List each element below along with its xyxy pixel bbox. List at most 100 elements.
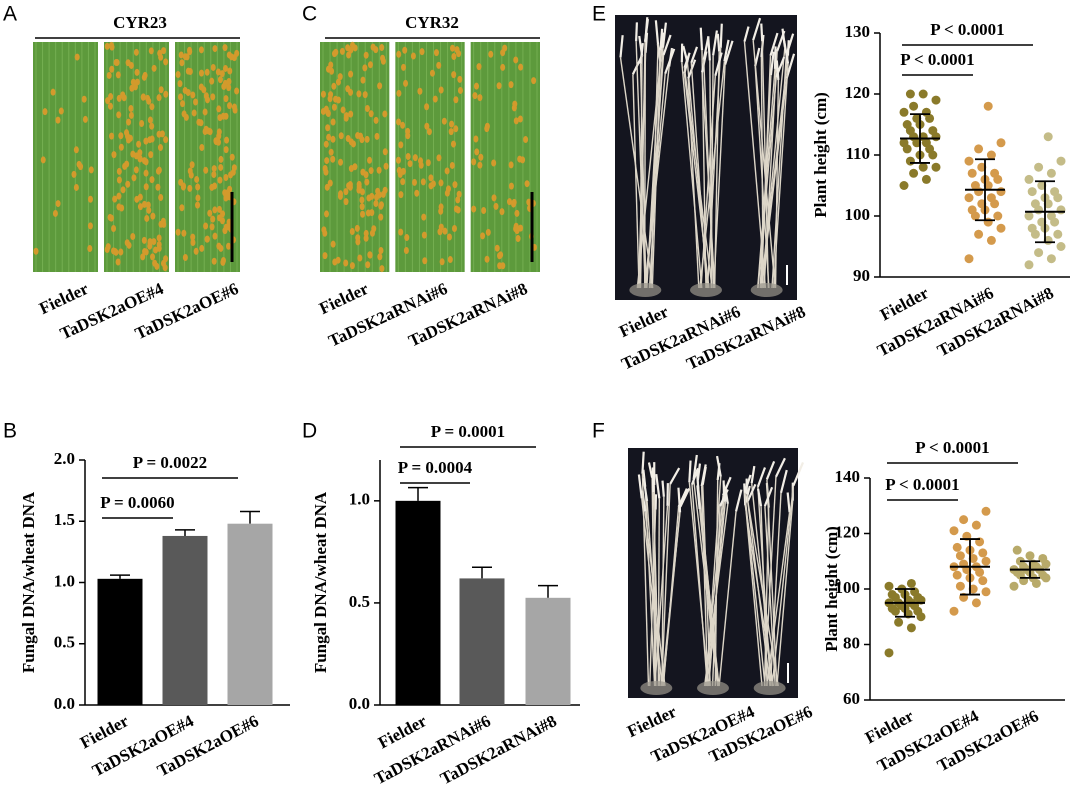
rust-pustule — [223, 146, 229, 154]
rust-pustule — [407, 160, 413, 168]
rust-pustule — [354, 224, 360, 232]
rust-pustule — [484, 122, 490, 130]
rust-pustule — [130, 150, 136, 158]
data-point — [996, 223, 1006, 233]
rust-pustule — [195, 194, 201, 202]
rust-pustule — [223, 112, 229, 120]
data-point — [974, 144, 984, 154]
data-point — [909, 168, 919, 178]
rust-pustule — [449, 161, 455, 169]
rust-pustule — [107, 102, 113, 110]
rust-pustule — [211, 165, 217, 173]
data-point — [978, 548, 988, 558]
rust-pustule — [191, 109, 197, 117]
rust-pustule — [368, 110, 374, 118]
rust-pustule — [218, 163, 224, 171]
rust-pustule — [125, 180, 131, 188]
rust-pustule — [402, 46, 408, 54]
rust-pustule — [177, 80, 183, 88]
rust-pustule — [81, 95, 87, 103]
rust-pustule — [203, 222, 209, 230]
data-point — [964, 193, 974, 203]
y-tick-label: 1.5 — [54, 510, 75, 529]
rust-pustule — [181, 229, 187, 237]
rust-pustule — [333, 48, 339, 56]
rust-pustule — [217, 76, 223, 84]
rust-pustule — [374, 132, 380, 140]
rust-pustule — [209, 223, 215, 231]
rust-pustule — [531, 77, 537, 85]
data-point — [1056, 242, 1066, 251]
bar — [459, 578, 505, 705]
rust-pustule — [348, 110, 354, 118]
rust-pustule — [108, 93, 114, 101]
rust-pustule — [234, 49, 240, 57]
rust-pustule — [143, 169, 149, 177]
plant-stem — [756, 68, 776, 289]
plant-stem — [743, 41, 767, 289]
rust-pustule — [356, 183, 362, 191]
plant-spike — [637, 474, 643, 499]
data-point — [977, 162, 987, 172]
data-point — [964, 254, 974, 264]
rust-pustule — [120, 186, 126, 194]
plant-spike — [661, 22, 668, 48]
data-point — [981, 506, 991, 516]
rust-pustule — [364, 135, 370, 143]
rust-pustule — [178, 93, 184, 101]
rust-pustule — [500, 49, 506, 57]
plant-stem — [646, 50, 662, 289]
rust-pustule — [400, 178, 406, 186]
rust-pustule — [116, 94, 122, 102]
rust-pustule — [436, 61, 442, 69]
rust-pustule — [457, 86, 463, 94]
rust-pustule — [207, 209, 213, 217]
plant-spike — [688, 460, 692, 483]
rust-pustule — [383, 162, 389, 170]
rust-pustule — [71, 170, 77, 178]
x-tick-label: TaDSK2aRNAi#8 — [437, 711, 560, 788]
rust-pustule — [181, 110, 187, 118]
sample-label: Fielder — [36, 279, 91, 318]
data-point — [918, 89, 928, 99]
rust-pustule — [513, 117, 519, 125]
rust-pustule — [215, 68, 221, 76]
rust-pustule — [515, 235, 521, 243]
data-point — [1024, 174, 1034, 184]
rust-pustule — [209, 183, 215, 191]
plant-stem — [641, 473, 650, 687]
rust-pustule — [141, 236, 147, 244]
rust-pustule — [364, 178, 370, 186]
plant-spike — [774, 457, 786, 478]
y-axis-label: Plant height (cm) — [822, 526, 841, 652]
plant-spike — [750, 465, 756, 484]
plant-spike — [641, 451, 645, 474]
plant-stem — [644, 486, 656, 687]
plant-spike — [647, 462, 654, 478]
rust-pustule — [118, 143, 124, 151]
rust-pustule — [228, 171, 234, 179]
data-point — [1027, 187, 1037, 197]
rust-pustule — [187, 184, 193, 192]
significance-label: P = 0.0060 — [100, 493, 174, 512]
rust-pustule — [212, 206, 218, 214]
plant-spike — [692, 454, 698, 480]
rust-pustule — [88, 166, 94, 174]
rust-pustule — [343, 188, 349, 196]
rust-pustule — [484, 255, 490, 263]
plant-stem — [752, 40, 776, 289]
rust-pustule — [226, 242, 232, 250]
rust-pustule — [404, 234, 410, 242]
plant-spike — [719, 23, 723, 48]
rust-pustule — [367, 156, 373, 164]
data-point — [981, 556, 991, 566]
x-tick-label: TaDSK2aRNAi#6 — [371, 711, 494, 788]
rust-pustule — [323, 140, 329, 148]
y-tick-label: 120 — [835, 522, 861, 541]
plant-spike — [765, 460, 776, 480]
rust-pustule — [133, 166, 139, 174]
rust-pustule — [439, 258, 445, 266]
plant-spike — [677, 487, 682, 513]
plant-stem — [713, 64, 726, 289]
panel-letter: F — [592, 420, 605, 443]
